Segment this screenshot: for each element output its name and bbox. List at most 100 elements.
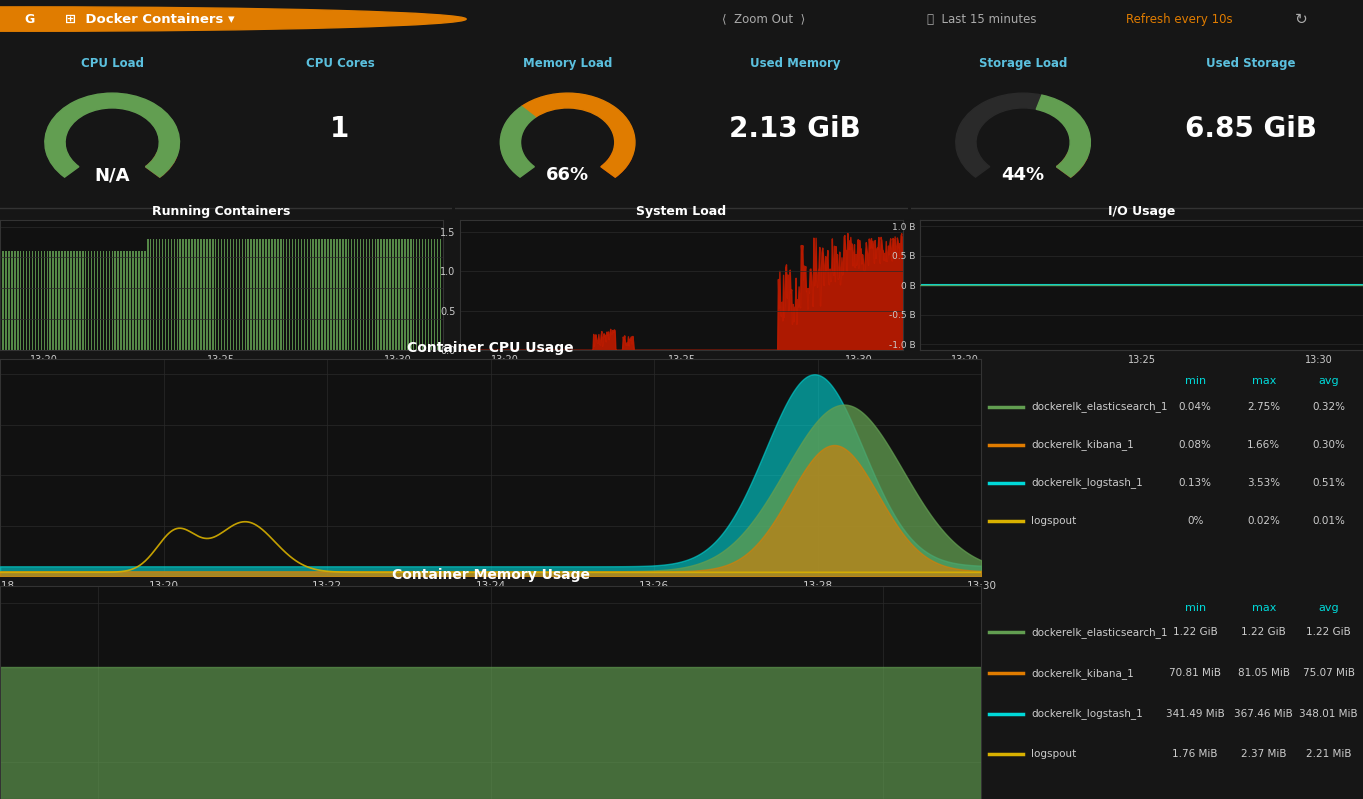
- Bar: [401, 239, 402, 350]
- Bar: [41, 251, 42, 350]
- Text: ⟨  Zoom Out  ⟩: ⟨ Zoom Out ⟩: [721, 13, 806, 26]
- Title: Container Memory Usage: Container Memory Usage: [391, 567, 590, 582]
- Bar: [87, 251, 90, 350]
- Bar: [82, 251, 83, 350]
- Bar: [44, 251, 45, 350]
- Bar: [271, 239, 273, 350]
- Text: 81.05 MiB: 81.05 MiB: [1238, 668, 1289, 678]
- Bar: [114, 251, 116, 350]
- Bar: [209, 239, 211, 350]
- Bar: [91, 251, 93, 350]
- Bar: [286, 239, 288, 350]
- Bar: [76, 251, 78, 350]
- Bar: [132, 251, 134, 350]
- Bar: [117, 251, 119, 350]
- Bar: [64, 251, 65, 350]
- Text: 3.53%: 3.53%: [1247, 478, 1280, 488]
- Bar: [348, 239, 349, 350]
- Bar: [168, 239, 169, 350]
- Wedge shape: [1036, 95, 1090, 177]
- Bar: [67, 251, 68, 350]
- Title: I/O Usage: I/O Usage: [1108, 205, 1175, 218]
- Bar: [266, 239, 267, 350]
- Bar: [46, 251, 48, 350]
- Text: 341.49 MiB: 341.49 MiB: [1165, 709, 1224, 718]
- Bar: [433, 239, 435, 350]
- Bar: [259, 239, 260, 350]
- Bar: [304, 239, 305, 350]
- Bar: [365, 239, 367, 350]
- Bar: [147, 239, 149, 350]
- Text: 1.66%: 1.66%: [1247, 440, 1280, 450]
- Text: 0.32%: 0.32%: [1313, 402, 1345, 412]
- Text: 0.08%: 0.08%: [1179, 440, 1212, 450]
- Bar: [26, 251, 27, 350]
- Text: ↻: ↻: [1295, 11, 1308, 26]
- Bar: [70, 251, 72, 350]
- Bar: [8, 251, 10, 350]
- Text: dockerelk_elasticsearch_1: dockerelk_elasticsearch_1: [1030, 627, 1168, 638]
- Bar: [16, 251, 19, 350]
- Text: 0%: 0%: [1187, 516, 1204, 526]
- Text: 70.81 MiB: 70.81 MiB: [1169, 668, 1221, 678]
- Bar: [408, 239, 409, 350]
- Bar: [319, 239, 320, 350]
- Wedge shape: [500, 93, 635, 177]
- Bar: [277, 239, 278, 350]
- Text: Storage Load: Storage Load: [979, 57, 1067, 70]
- Bar: [241, 239, 243, 350]
- Bar: [11, 251, 12, 350]
- Bar: [345, 239, 346, 350]
- Text: 2.21 MiB: 2.21 MiB: [1306, 749, 1351, 759]
- Title: Running Containers: Running Containers: [153, 205, 290, 218]
- Bar: [138, 251, 139, 350]
- Bar: [165, 239, 166, 350]
- Text: 75.07 MiB: 75.07 MiB: [1303, 668, 1355, 678]
- Bar: [333, 239, 335, 350]
- Text: 2.75%: 2.75%: [1247, 402, 1280, 412]
- Bar: [256, 239, 258, 350]
- Bar: [410, 239, 412, 350]
- Text: 0.02%: 0.02%: [1247, 516, 1280, 526]
- Wedge shape: [146, 153, 176, 177]
- Bar: [218, 239, 219, 350]
- Bar: [31, 251, 33, 350]
- Bar: [428, 239, 429, 350]
- Bar: [159, 239, 161, 350]
- Bar: [372, 239, 373, 350]
- Bar: [56, 251, 57, 350]
- Bar: [203, 239, 204, 350]
- Text: 1: 1: [330, 115, 349, 143]
- Bar: [215, 239, 217, 350]
- Bar: [127, 251, 128, 350]
- Bar: [221, 239, 222, 350]
- Bar: [38, 251, 40, 350]
- Title: Container CPU Usage: Container CPU Usage: [408, 341, 574, 355]
- Bar: [398, 239, 399, 350]
- Bar: [309, 239, 311, 350]
- Wedge shape: [522, 93, 635, 177]
- Bar: [312, 239, 313, 350]
- Bar: [105, 251, 108, 350]
- Bar: [393, 239, 394, 350]
- Text: CPU Cores: CPU Cores: [305, 57, 375, 70]
- Bar: [251, 239, 252, 350]
- Bar: [269, 239, 270, 350]
- Bar: [248, 239, 249, 350]
- Bar: [357, 239, 358, 350]
- Bar: [439, 239, 442, 350]
- Bar: [224, 239, 225, 350]
- Bar: [85, 251, 86, 350]
- Text: dockerelk_logstash_1: dockerelk_logstash_1: [1030, 708, 1142, 719]
- Bar: [244, 239, 247, 350]
- Text: 348.01 MiB: 348.01 MiB: [1299, 709, 1358, 718]
- Bar: [200, 239, 202, 350]
- Bar: [350, 239, 353, 350]
- Circle shape: [0, 7, 466, 31]
- Bar: [102, 251, 104, 350]
- Bar: [233, 239, 234, 350]
- Text: dockerelk_elasticsearch_1: dockerelk_elasticsearch_1: [1030, 401, 1168, 412]
- Text: N/A: N/A: [94, 166, 129, 184]
- Bar: [380, 239, 382, 350]
- Text: 367.46 MiB: 367.46 MiB: [1235, 709, 1293, 718]
